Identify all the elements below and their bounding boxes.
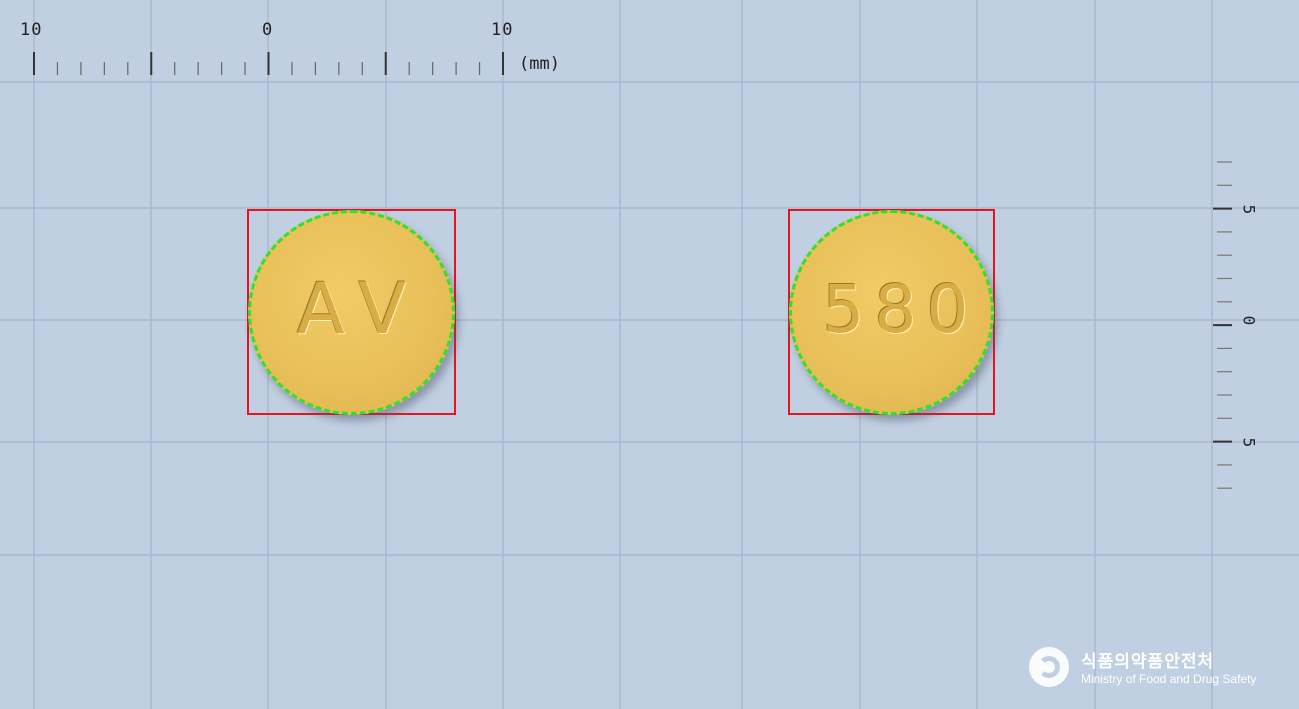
tablet-back: 580 [789,210,994,415]
ruler-top-label-left: 10 [20,20,43,40]
ruler-top-label-zero: 0 [262,20,274,40]
mfds-logo: 식품의약품안전처 Ministry of Food and Drug Safet… [1029,645,1269,695]
tablet-imprint-front: AV [296,268,425,350]
tablet-imprint-back: 580 [822,271,979,348]
ruler-right-label-zero: 0 [1239,315,1259,326]
logo-english-text: Ministry of Food and Drug Safety [1081,672,1257,686]
tablet-front: AV [248,210,455,415]
logo-korean-text: 식품의약품안전처 [1081,652,1215,672]
mfds-emblem-icon [1029,647,1069,687]
ruler-right-label-top: 5 [1239,204,1259,215]
ruler-top-label-right: 10 [491,20,514,40]
ruler-unit-label: (mm) [519,54,560,74]
ruler-right-label-bottom: 5 [1239,437,1259,448]
